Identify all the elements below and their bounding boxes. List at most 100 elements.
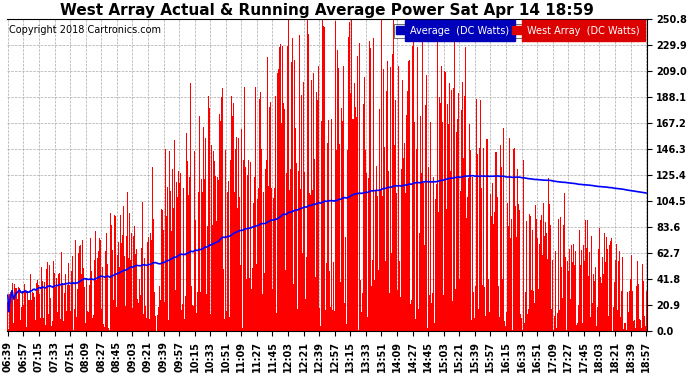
Bar [468, 178, 469, 332]
Bar [325, 310, 326, 332]
Bar [229, 316, 230, 332]
Bar [168, 320, 169, 332]
Bar [296, 163, 297, 332]
Bar [457, 93, 459, 332]
Bar [508, 226, 509, 332]
Bar [569, 249, 571, 332]
Bar [127, 192, 128, 332]
Bar [198, 192, 199, 332]
Bar [114, 216, 115, 332]
Bar [552, 260, 553, 332]
Bar [401, 278, 402, 332]
Bar [137, 299, 138, 332]
Bar [89, 285, 90, 332]
Bar [242, 328, 243, 332]
Bar [623, 329, 624, 332]
Bar [86, 278, 87, 332]
Bar [236, 137, 237, 332]
Bar [624, 323, 625, 332]
Bar [110, 213, 111, 332]
Bar [362, 293, 364, 332]
Bar [147, 242, 148, 332]
Bar [554, 316, 555, 332]
Bar [524, 323, 525, 332]
Bar [49, 266, 50, 332]
Bar [181, 310, 182, 332]
Bar [444, 71, 445, 332]
Bar [19, 303, 21, 332]
Bar [495, 152, 496, 332]
Bar [600, 231, 602, 332]
Bar [345, 237, 346, 332]
Bar [547, 259, 548, 332]
Bar [263, 192, 264, 332]
Bar [392, 54, 393, 332]
Bar [324, 27, 325, 332]
Bar [494, 212, 495, 332]
Bar [585, 220, 586, 332]
Bar [416, 148, 417, 332]
Bar [171, 231, 172, 332]
Bar [377, 196, 378, 332]
Bar [223, 269, 224, 332]
Bar [576, 325, 578, 332]
Bar [365, 150, 366, 332]
Bar [338, 68, 339, 332]
Bar [375, 191, 376, 332]
Bar [281, 123, 282, 332]
Bar [298, 171, 299, 332]
Bar [28, 300, 29, 332]
Bar [533, 291, 534, 332]
Bar [535, 219, 537, 332]
Bar [68, 263, 69, 332]
Bar [31, 300, 32, 332]
Bar [565, 256, 566, 332]
Bar [503, 128, 504, 332]
Bar [109, 330, 110, 332]
Bar [144, 258, 145, 332]
Bar [505, 326, 506, 332]
Bar [467, 197, 468, 332]
Bar [248, 159, 249, 332]
Bar [40, 318, 41, 332]
Bar [204, 179, 205, 332]
Bar [602, 257, 603, 332]
Bar [311, 81, 313, 332]
Bar [548, 178, 549, 332]
Bar [189, 177, 190, 332]
Bar [179, 173, 181, 332]
Bar [203, 127, 204, 332]
Bar [302, 252, 303, 332]
Bar [193, 306, 194, 332]
Bar [459, 286, 460, 332]
Bar [616, 244, 617, 332]
Bar [462, 82, 463, 332]
Bar [208, 96, 209, 332]
Bar [317, 100, 318, 332]
Bar [422, 19, 423, 332]
Bar [293, 284, 294, 332]
Bar [555, 219, 556, 332]
Bar [303, 82, 304, 332]
Bar [341, 108, 342, 332]
Bar [493, 224, 494, 332]
Bar [268, 186, 269, 332]
Bar [277, 172, 279, 332]
Bar [287, 46, 288, 332]
Bar [164, 302, 165, 332]
Bar [72, 256, 73, 332]
Bar [443, 295, 444, 332]
Bar [322, 19, 323, 332]
Bar [430, 122, 431, 332]
Bar [289, 190, 290, 332]
Bar [500, 145, 501, 332]
Bar [383, 69, 384, 332]
Bar [123, 256, 124, 332]
Bar [58, 274, 59, 332]
Bar [461, 110, 462, 332]
Bar [160, 300, 161, 332]
Bar [150, 232, 151, 332]
Bar [515, 237, 517, 332]
Bar [254, 177, 255, 332]
Bar [276, 313, 277, 332]
